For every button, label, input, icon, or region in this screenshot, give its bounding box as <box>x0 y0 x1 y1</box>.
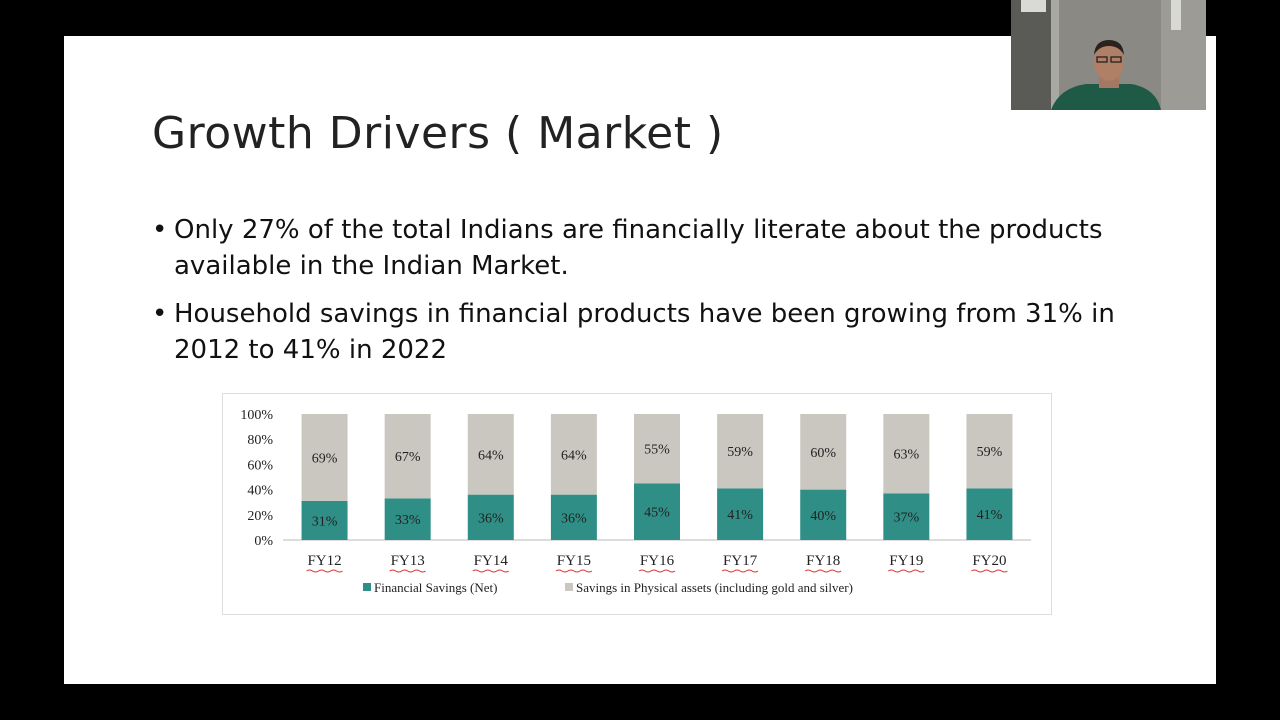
bar-segment <box>800 489 847 540</box>
data-label: 41% <box>977 508 1003 523</box>
x-tick-label: FY18 <box>806 553 840 569</box>
presenter-video <box>1011 0 1206 110</box>
spellcheck-underline <box>721 569 759 573</box>
x-tick-label: FY17 <box>723 553 758 569</box>
y-tick-label: 20% <box>247 509 273 524</box>
spellcheck-underline <box>555 569 593 573</box>
bullet-text: Only 27% of the total Indians are financ… <box>174 215 1103 281</box>
bullet-item: • Household savings in financial product… <box>152 296 1152 368</box>
webcam-feed <box>1011 0 1206 110</box>
y-tick-label: 80% <box>247 433 273 448</box>
data-label: 59% <box>977 445 1003 460</box>
y-tick-label: 0% <box>254 534 273 549</box>
legend-swatch <box>363 583 371 591</box>
legend-label: Savings in Physical assets (including go… <box>576 580 853 595</box>
spellcheck-underline <box>638 569 676 573</box>
data-label: 59% <box>727 445 753 460</box>
spellcheck-underline <box>971 569 1008 573</box>
bar-segment <box>301 500 348 540</box>
bar-segment <box>550 494 597 540</box>
bar-segment <box>634 483 680 540</box>
bar-segment <box>966 488 1013 540</box>
data-label: 36% <box>478 511 504 526</box>
data-label: 33% <box>395 513 421 528</box>
bar-segment <box>883 493 930 540</box>
legend-label: Financial Savings (Net) <box>374 580 497 595</box>
bar-segment <box>467 414 514 495</box>
data-label: 64% <box>478 448 504 463</box>
bar-segment <box>301 414 348 501</box>
stacked-bar-chart: 0% 20% 40% 60% 80% 100% 31% 69% FY12 33% 67% FY13 36… <box>240 408 1031 595</box>
data-label: 41% <box>727 508 753 523</box>
x-tick-label: FY12 <box>307 553 341 569</box>
bar-segment <box>634 414 680 484</box>
bar-segment <box>467 494 514 540</box>
x-tick-label: FY19 <box>889 553 923 569</box>
x-tick-label: FY16 <box>640 553 675 569</box>
bar-segment <box>717 488 764 540</box>
bar-segment <box>883 414 930 494</box>
bullet-dot: • <box>152 215 168 245</box>
spellcheck-underline <box>888 569 925 573</box>
bullet-list: • Only 27% of the total Indians are fina… <box>152 212 1152 380</box>
data-label: 36% <box>561 511 587 526</box>
data-label: 60% <box>810 446 836 461</box>
bullet-dot: • <box>152 299 168 329</box>
bullet-item: • Only 27% of the total Indians are fina… <box>152 212 1152 284</box>
spellcheck-underline <box>389 569 426 573</box>
bullet-text: Household savings in financial products … <box>174 299 1115 365</box>
data-label: 45% <box>644 506 670 521</box>
bar-segment <box>717 414 764 489</box>
x-tick-label: FY14 <box>474 553 509 569</box>
slide-title: Growth Drivers ( Market ) <box>152 108 724 159</box>
y-tick-label: 100% <box>240 408 273 423</box>
data-label: 55% <box>644 443 670 458</box>
x-tick-label: FY13 <box>391 553 425 569</box>
y-tick-label: 40% <box>247 484 273 499</box>
data-label: 37% <box>893 511 919 526</box>
spellcheck-underline <box>804 569 842 573</box>
x-tick-label: FY20 <box>972 553 1006 569</box>
y-tick-label: 60% <box>247 458 273 473</box>
data-label: 64% <box>561 448 587 463</box>
data-label: 69% <box>312 451 338 466</box>
spellcheck-underline <box>472 569 510 573</box>
bar-segment <box>966 414 1013 489</box>
bar-segment <box>800 414 847 490</box>
data-label: 31% <box>312 514 338 529</box>
data-label: 67% <box>395 450 421 465</box>
presentation-slide: Growth Drivers ( Market ) • Only 27% of … <box>64 36 1216 684</box>
x-tick-label: FY15 <box>557 553 591 569</box>
savings-chart: 0% 20% 40% 60% 80% 100% 31% 69% FY12 33% 67% FY13 36… <box>222 393 1052 615</box>
spellcheck-underline <box>306 569 343 573</box>
bar-segment <box>384 414 431 499</box>
bar-segment <box>384 498 431 540</box>
data-label: 40% <box>810 509 836 524</box>
bar-segment <box>550 414 597 495</box>
legend-swatch <box>565 583 573 591</box>
data-label: 63% <box>893 448 919 463</box>
